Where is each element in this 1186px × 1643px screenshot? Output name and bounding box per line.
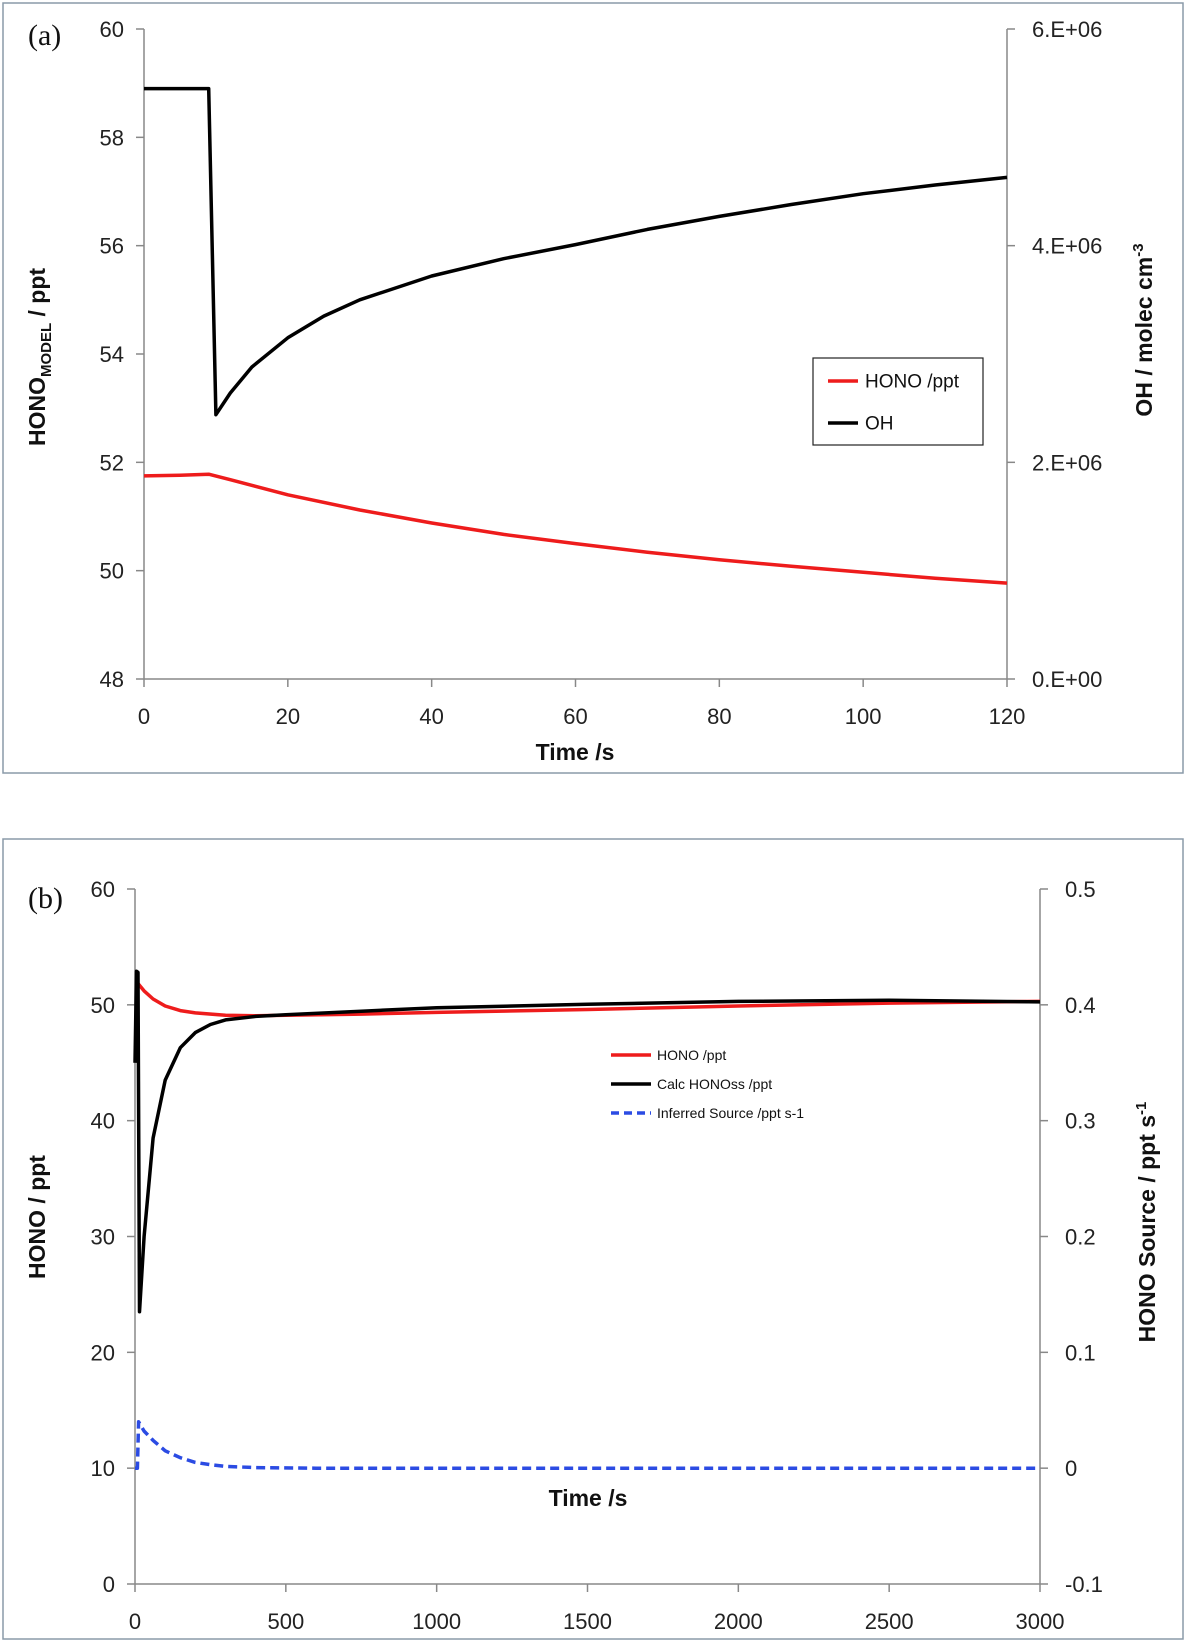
x-tick-label: 40 (419, 704, 443, 729)
y2-label-main: OH / molec cm (1131, 257, 1157, 417)
x-tick-label: 500 (267, 1609, 304, 1634)
x-axis-label: Time /s (549, 1485, 628, 1511)
y-tick-label: 0 (103, 1572, 115, 1597)
legend-box (812, 357, 984, 446)
x-axis-label: Time /s (536, 739, 615, 765)
y-tick-label: 10 (91, 1456, 115, 1481)
y-tick-label: 60 (91, 877, 115, 902)
y2-tick-label: 0.2 (1065, 1225, 1096, 1250)
legend: HONO /ppt Calc HONOss /ppt Inferred Source… (611, 1047, 804, 1121)
y-tick-label: 20 (91, 1340, 115, 1365)
y-tick-label: 52 (100, 450, 124, 475)
chart-frame (2, 2, 1184, 774)
series-line-0 (143, 472, 1008, 585)
series-line-1 (133, 969, 1041, 1314)
y2-tick-label: 0.4 (1065, 993, 1096, 1018)
y-label-suffix: / ppt (24, 268, 50, 323)
y-axis-label: HONOMODEL / ppt (24, 268, 55, 446)
x-tick-label: 2000 (714, 1609, 763, 1634)
y2-tick-label: 0.E+00 (1032, 667, 1102, 692)
x-tick-label: 0 (129, 1609, 141, 1634)
y-tick-label: 40 (91, 1109, 115, 1134)
legend-label: Inferred Source /ppt s-1 (657, 1105, 804, 1121)
y2-tick-label: 0 (1065, 1456, 1077, 1481)
chart-frame (2, 838, 1184, 1640)
x-tick-label: 120 (989, 704, 1026, 729)
y2-label-superscript: -1 (1133, 1102, 1150, 1115)
x-tick-label: 100 (845, 704, 882, 729)
x-tick-label: 20 (276, 704, 300, 729)
y-tick-label: 30 (91, 1225, 115, 1250)
y2-axis-label: HONO Source / ppt s-1 (1133, 1102, 1160, 1343)
y-tick-label: 60 (100, 17, 124, 42)
y2-label-superscript: -3 (1130, 243, 1147, 256)
y2-tick-label: 2.E+06 (1032, 450, 1102, 475)
x-tick-label: 0 (138, 704, 150, 729)
series-line-1 (144, 86, 1008, 417)
y2-tick-label: 0.3 (1065, 1109, 1096, 1134)
y-axis-label: HONO / ppt (24, 1155, 50, 1279)
y-tick-label: 50 (91, 993, 115, 1018)
panel-label: (a) (28, 19, 61, 52)
x-tick-label: 80 (707, 704, 731, 729)
y2-label-main: HONO Source / ppt s (1134, 1115, 1160, 1342)
legend-label: OH (865, 414, 894, 435)
x-tick-label: 1000 (412, 1609, 461, 1634)
y-tick-label: 48 (100, 667, 124, 692)
y2-axis-label: OH / molec cm-3 (1130, 243, 1157, 416)
y-label-main: HONO (24, 377, 50, 446)
y-tick-label: 56 (100, 234, 124, 259)
y2-tick-label: 0.5 (1065, 877, 1096, 902)
y-tick-label: 50 (100, 559, 124, 584)
panel-label: (b) (28, 882, 63, 915)
chart-a: (a) 0 20 40 60 80 100 120 48 50 52 54 56 58 60 0.E+00 2.… (2, 2, 1184, 774)
legend: HONO /ppt OH (812, 357, 984, 446)
y-tick-label: 54 (100, 342, 124, 367)
x-tick-label: 2500 (865, 1609, 914, 1634)
y-tick-label: 58 (100, 125, 124, 150)
y-label-subscript: MODEL (38, 323, 55, 377)
y2-tick-label: -0.1 (1065, 1572, 1103, 1597)
y2-tick-label: 4.E+06 (1032, 234, 1102, 259)
y2-tick-label: 0.1 (1065, 1340, 1096, 1365)
y2-tick-label: 6.E+06 (1032, 17, 1102, 42)
legend-label: Calc HONOss /ppt (657, 1076, 772, 1092)
legend-label: HONO /ppt (657, 1047, 726, 1063)
series-line-2 (135, 1420, 1040, 1470)
x-tick-label: 3000 (1016, 1609, 1065, 1634)
x-tick-label: 60 (563, 704, 587, 729)
legend-label: HONO /ppt (865, 372, 960, 393)
x-tick-label: 1500 (563, 1609, 612, 1634)
chart-b: (b) 0 500 1000 1500 2000 2500 3000 0 10 20 30 40 50 60… (2, 838, 1184, 1640)
